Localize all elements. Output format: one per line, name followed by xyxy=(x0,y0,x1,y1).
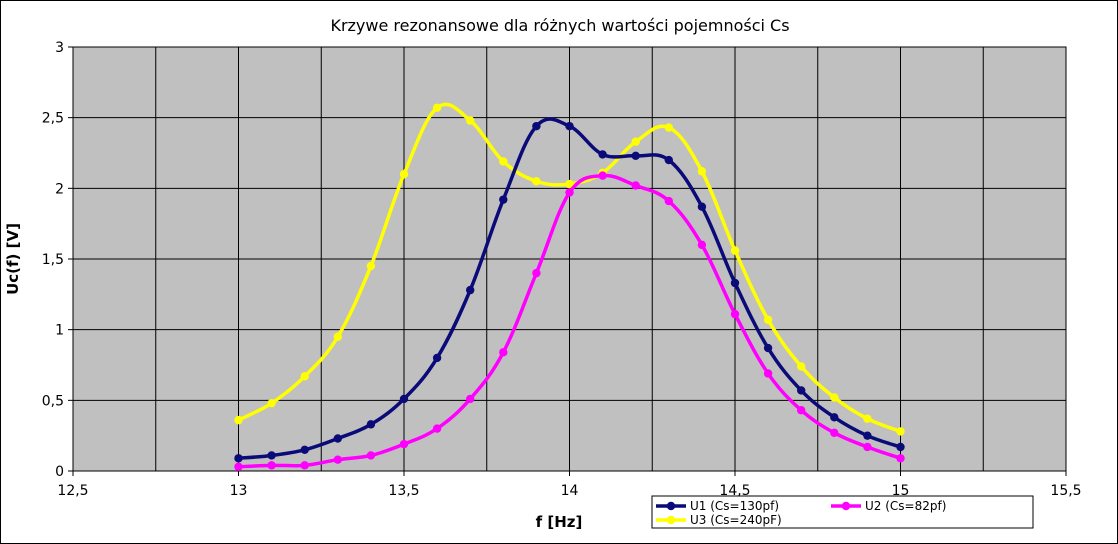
data-point xyxy=(466,116,475,125)
data-point xyxy=(896,427,905,436)
data-point xyxy=(466,285,475,295)
data-point xyxy=(399,439,409,449)
data-point xyxy=(631,181,640,190)
legend-entry: U1 (Cs=130pf) xyxy=(656,499,779,513)
data-point xyxy=(565,188,574,197)
data-point xyxy=(432,103,442,112)
data-point xyxy=(730,309,740,319)
y-axis-label: Uc(f) [V] xyxy=(4,223,22,295)
data-point xyxy=(797,362,806,371)
data-point xyxy=(896,442,905,452)
data-point xyxy=(366,261,376,271)
x-tick-label: 15,5 xyxy=(1050,483,1081,499)
legend-swatch-marker xyxy=(841,501,851,511)
chart-title: Krzywe rezonansowe dla różnych wartości … xyxy=(330,16,789,35)
data-point xyxy=(300,461,309,470)
data-point xyxy=(300,445,309,454)
data-point xyxy=(267,451,276,460)
data-point xyxy=(499,348,508,357)
data-point xyxy=(532,121,541,131)
data-point xyxy=(830,393,839,402)
data-point xyxy=(366,420,376,429)
series-1 xyxy=(234,117,905,463)
legend-label: U2 (Cs=82pf) xyxy=(865,499,946,513)
x-tick-label: 14 xyxy=(561,483,579,499)
data-point xyxy=(466,394,475,404)
data-point xyxy=(730,246,740,255)
data-point xyxy=(499,157,508,166)
data-point xyxy=(399,394,409,404)
data-point xyxy=(863,431,872,440)
data-point xyxy=(399,170,409,179)
data-point xyxy=(664,155,673,165)
data-point xyxy=(234,454,243,463)
data-point xyxy=(532,177,541,186)
data-point xyxy=(830,428,839,438)
legend-entry: U2 (Cs=82pf) xyxy=(831,499,946,513)
legend-label: U3 (Cs=240pF) xyxy=(690,513,782,527)
data-point xyxy=(763,343,773,353)
x-tick-label: 13,5 xyxy=(388,483,419,499)
x-tick-label: 13 xyxy=(230,483,248,499)
x-tick-label: 12,5 xyxy=(57,483,88,499)
data-point xyxy=(333,434,342,443)
data-point xyxy=(763,315,773,324)
x-tick-label: 14,5 xyxy=(719,483,750,499)
data-point xyxy=(631,137,640,146)
y-tick-label: 1 xyxy=(55,323,64,339)
data-point xyxy=(300,372,309,381)
data-point xyxy=(598,150,607,159)
grid-lines xyxy=(72,46,1067,472)
data-point xyxy=(267,461,276,470)
data-point xyxy=(763,369,773,378)
legend-entry: U3 (Cs=240pF) xyxy=(656,513,782,527)
data-point xyxy=(565,179,574,189)
data-point xyxy=(697,202,707,211)
data-point xyxy=(631,151,640,161)
legend-swatch-marker xyxy=(666,501,676,511)
tick-labels: 12,5 13 13,5 14 14,5 15 15,5 0 0,5 1 1,5 2 2,5 3 xyxy=(42,40,1082,499)
data-point xyxy=(664,196,673,206)
y-tick-label: 0,5 xyxy=(42,393,64,409)
series-layer xyxy=(234,102,905,471)
data-point xyxy=(234,462,243,471)
y-tick-label: 0 xyxy=(55,464,64,480)
legend: U1 (Cs=130pf) U2 (Cs=82pf) U3 (Cs=240pF) xyxy=(651,495,1034,529)
y-tick-label: 3 xyxy=(55,40,64,56)
data-point xyxy=(432,353,442,363)
legend-box xyxy=(651,495,1034,529)
x-tick-label: 15 xyxy=(892,483,910,499)
data-point xyxy=(730,278,740,288)
data-point xyxy=(366,451,376,460)
y-tick-label: 2,5 xyxy=(42,111,64,127)
data-point xyxy=(797,406,806,415)
data-point xyxy=(697,240,707,250)
data-point xyxy=(896,454,905,463)
series-3 xyxy=(234,102,905,436)
y-tick-label: 1,5 xyxy=(42,252,64,268)
data-point xyxy=(598,171,607,180)
x-axis-label: f [Hz] xyxy=(536,513,583,531)
data-point xyxy=(499,195,508,204)
data-point xyxy=(863,442,872,452)
data-point xyxy=(697,167,707,176)
y-tick-label: 2 xyxy=(55,181,64,197)
series-2 xyxy=(234,171,905,471)
data-point xyxy=(267,398,276,408)
legend-label: U1 (Cs=130pf) xyxy=(690,499,779,513)
legend-swatch-marker xyxy=(666,515,676,525)
data-point xyxy=(333,455,342,464)
data-point xyxy=(863,414,872,423)
data-point xyxy=(664,123,673,132)
data-point xyxy=(830,413,839,422)
data-point xyxy=(432,424,442,433)
data-point xyxy=(565,121,574,131)
data-point xyxy=(532,268,541,278)
data-point xyxy=(797,386,806,395)
data-point xyxy=(333,332,342,341)
data-point xyxy=(234,415,243,425)
